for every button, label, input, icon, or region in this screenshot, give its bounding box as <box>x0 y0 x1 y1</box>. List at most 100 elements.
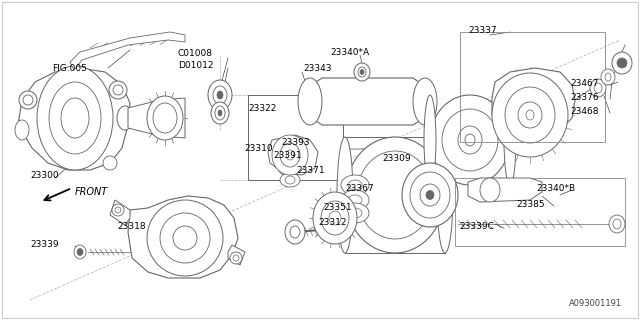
Ellipse shape <box>115 207 121 213</box>
Polygon shape <box>228 245 245 265</box>
Ellipse shape <box>609 215 625 233</box>
Text: 23351: 23351 <box>323 203 351 212</box>
Ellipse shape <box>280 143 300 167</box>
Ellipse shape <box>492 73 568 157</box>
Ellipse shape <box>147 200 223 276</box>
Text: 23367: 23367 <box>345 183 374 193</box>
Ellipse shape <box>341 203 369 223</box>
Ellipse shape <box>147 96 183 140</box>
Ellipse shape <box>77 249 83 255</box>
Text: 23318: 23318 <box>117 221 146 230</box>
Ellipse shape <box>458 126 482 154</box>
Ellipse shape <box>275 145 305 165</box>
Ellipse shape <box>280 148 300 162</box>
Ellipse shape <box>360 69 364 75</box>
Bar <box>455 178 625 246</box>
Text: 23339C: 23339C <box>459 221 494 230</box>
Ellipse shape <box>278 160 302 176</box>
Ellipse shape <box>594 83 602 93</box>
Ellipse shape <box>504 95 516 185</box>
Ellipse shape <box>298 78 322 125</box>
Text: 23340*B: 23340*B <box>536 183 575 193</box>
Text: 23371: 23371 <box>296 165 324 174</box>
Ellipse shape <box>49 82 101 154</box>
Ellipse shape <box>424 95 436 185</box>
Ellipse shape <box>213 86 227 104</box>
Ellipse shape <box>217 91 223 99</box>
Ellipse shape <box>153 103 177 133</box>
Ellipse shape <box>160 213 210 263</box>
Ellipse shape <box>215 106 225 120</box>
Ellipse shape <box>526 110 534 120</box>
Ellipse shape <box>329 211 341 225</box>
Ellipse shape <box>518 102 542 128</box>
Text: 23376: 23376 <box>570 92 598 101</box>
Ellipse shape <box>283 163 297 173</box>
Ellipse shape <box>480 178 500 202</box>
Ellipse shape <box>617 58 627 68</box>
Ellipse shape <box>208 80 232 110</box>
Text: 23391: 23391 <box>273 150 301 159</box>
Text: 23339: 23339 <box>30 239 59 249</box>
Ellipse shape <box>358 67 366 77</box>
Ellipse shape <box>103 156 117 170</box>
Ellipse shape <box>37 66 113 170</box>
Polygon shape <box>492 68 575 138</box>
Polygon shape <box>70 32 185 70</box>
Ellipse shape <box>337 137 353 253</box>
Polygon shape <box>110 200 130 225</box>
Ellipse shape <box>113 85 123 95</box>
Ellipse shape <box>430 95 510 185</box>
Ellipse shape <box>173 226 197 250</box>
Ellipse shape <box>413 78 437 125</box>
Text: 23322: 23322 <box>248 103 276 113</box>
Text: FIG.005: FIG.005 <box>52 63 87 73</box>
Ellipse shape <box>61 98 89 138</box>
Text: 23312: 23312 <box>318 218 346 227</box>
Text: 23385: 23385 <box>516 199 545 209</box>
Polygon shape <box>268 135 318 175</box>
Ellipse shape <box>348 208 362 218</box>
Text: C01008: C01008 <box>178 49 213 58</box>
Ellipse shape <box>505 87 555 143</box>
Ellipse shape <box>117 106 133 130</box>
Polygon shape <box>468 178 542 202</box>
Ellipse shape <box>280 173 300 187</box>
Ellipse shape <box>612 52 632 74</box>
Text: 23343: 23343 <box>303 63 332 73</box>
Ellipse shape <box>313 192 357 244</box>
Bar <box>248 95 343 180</box>
Text: 23468: 23468 <box>570 107 598 116</box>
Ellipse shape <box>112 204 124 216</box>
Polygon shape <box>128 98 185 138</box>
Ellipse shape <box>348 195 362 205</box>
Bar <box>460 32 605 142</box>
Text: 23467: 23467 <box>570 78 598 87</box>
Ellipse shape <box>341 190 369 210</box>
Text: FRONT: FRONT <box>75 187 108 197</box>
Text: 23309: 23309 <box>382 154 411 163</box>
Ellipse shape <box>23 95 33 105</box>
Ellipse shape <box>15 120 29 140</box>
Ellipse shape <box>211 102 229 124</box>
Ellipse shape <box>402 163 458 227</box>
Text: 23337: 23337 <box>468 26 497 35</box>
Ellipse shape <box>357 151 433 239</box>
Ellipse shape <box>285 176 295 184</box>
Text: D01012: D01012 <box>178 60 214 69</box>
Ellipse shape <box>410 172 450 218</box>
Ellipse shape <box>465 134 475 146</box>
Ellipse shape <box>601 69 615 85</box>
Ellipse shape <box>290 226 300 238</box>
Text: 23310: 23310 <box>244 143 273 153</box>
Ellipse shape <box>341 175 369 195</box>
Ellipse shape <box>233 255 239 261</box>
Ellipse shape <box>109 81 127 99</box>
Ellipse shape <box>420 184 440 206</box>
Ellipse shape <box>272 135 308 175</box>
Ellipse shape <box>590 79 606 97</box>
Ellipse shape <box>321 201 349 235</box>
Ellipse shape <box>230 252 242 264</box>
Ellipse shape <box>605 73 611 81</box>
Polygon shape <box>128 196 238 278</box>
